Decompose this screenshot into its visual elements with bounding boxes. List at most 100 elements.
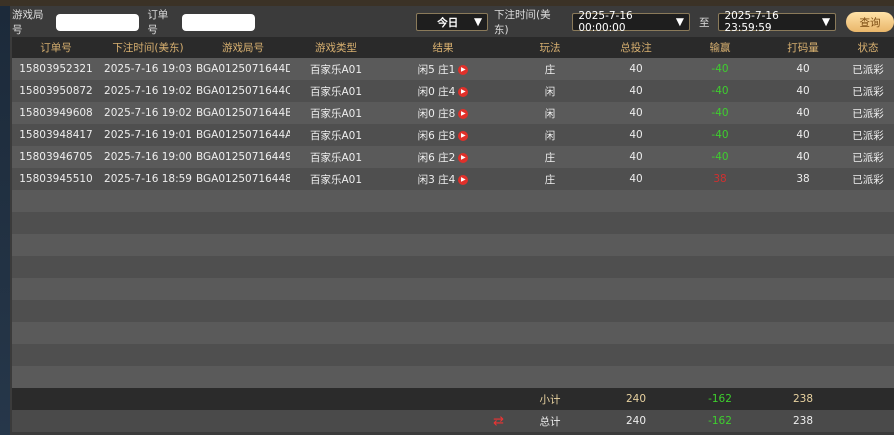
chevron-down-icon: ▼ — [675, 16, 684, 28]
column-header: 游戏局号 — [196, 37, 290, 58]
empty-row — [12, 300, 894, 322]
cell-text: 百家乐A01 — [309, 63, 363, 76]
play-replay-icon[interactable]: ▶ — [458, 64, 469, 75]
cell: 40 — [596, 124, 676, 146]
cell — [12, 388, 100, 410]
cell — [12, 278, 100, 300]
cell — [676, 212, 764, 234]
cell — [764, 344, 842, 366]
end-time-select[interactable]: 2025-7-16 23:59:59 ▼ — [718, 10, 837, 34]
column-header: 玩法 — [504, 37, 596, 58]
cell: 闲 — [504, 102, 596, 124]
order-label: 订单号 — [147, 9, 169, 36]
cell — [676, 234, 764, 256]
cell — [842, 278, 894, 300]
cell: 38 — [676, 168, 764, 190]
cell: 百家乐A01 — [290, 102, 382, 124]
cell — [596, 278, 676, 300]
cell: 2025-7-16 18:59 — [100, 168, 196, 190]
empty-row — [12, 366, 894, 388]
cell: 已派彩 — [842, 124, 894, 146]
play-replay-icon[interactable]: ▶ — [458, 152, 469, 163]
cell: -162 — [676, 388, 764, 410]
cell — [764, 212, 842, 234]
cell-text: 百家乐A01 — [309, 107, 363, 120]
cell: -40 — [676, 80, 764, 102]
cell: -40 — [676, 58, 764, 80]
cell-text: 闲0 庄4 — [417, 85, 456, 98]
cell-text: 40 — [796, 85, 810, 97]
column-header: 结果 — [382, 37, 504, 58]
cell — [504, 234, 596, 256]
cell-text: BGA01250716449 — [196, 151, 290, 163]
order-input[interactable] — [181, 13, 255, 31]
cell: 15803952321 — [12, 58, 100, 80]
cell — [196, 256, 290, 278]
start-time-select[interactable]: 2025-7-16 00:00:00 ▼ — [572, 10, 690, 34]
play-replay-icon[interactable]: ▶ — [458, 174, 469, 185]
cell — [100, 212, 196, 234]
cell: 庄 — [504, 58, 596, 80]
cell-text: 2025-7-16 19:00 — [104, 151, 192, 163]
cell: 15803945510 — [12, 168, 100, 190]
to-label: 至 — [698, 16, 710, 29]
round-label: 游戏局号 — [12, 9, 44, 36]
cell — [12, 322, 100, 344]
cell-text: 已派彩 — [852, 85, 884, 98]
cell — [290, 212, 382, 234]
empty-row — [12, 212, 894, 234]
cell — [12, 344, 100, 366]
play-replay-icon[interactable]: ▶ — [458, 86, 469, 97]
cell-text: 庄 — [544, 63, 556, 76]
start-time-value: 2025-7-16 00:00:00 — [578, 10, 633, 34]
cell — [196, 388, 290, 410]
cell: BGA0125071644A — [196, 124, 290, 146]
cell-text: 闲0 庄8 — [417, 107, 456, 120]
cell — [196, 410, 290, 432]
cell: 百家乐A01 — [290, 80, 382, 102]
filter-bar: 游戏局号 订单号 今日 ▼ 下注时间(美东) 2025-7-16 00:00:00… — [10, 9, 894, 36]
round-input[interactable] — [56, 13, 140, 31]
cell — [290, 366, 382, 388]
cell — [842, 388, 894, 410]
query-button[interactable]: 查询 — [846, 12, 894, 32]
subtotal-win: -162 — [708, 393, 732, 405]
cell: 百家乐A01 — [290, 58, 382, 80]
cell: 38 — [764, 168, 842, 190]
cell: -40 — [676, 146, 764, 168]
cell-text: 闲3 庄4 — [417, 173, 456, 186]
cell-text: 40 — [796, 107, 810, 119]
cell — [196, 300, 290, 322]
cell: 40 — [764, 102, 842, 124]
cell-text: BGA0125071644C — [196, 85, 290, 97]
subtotal-label: 小计 — [539, 393, 561, 406]
play-replay-icon[interactable]: ▶ — [458, 130, 469, 141]
cell: 2025-7-16 19:03 — [100, 58, 196, 80]
cell-text: 庄 — [544, 173, 556, 186]
cell: 小计 — [504, 388, 596, 410]
cell: 已派彩 — [842, 58, 894, 80]
cell: 已派彩 — [842, 146, 894, 168]
column-header: 输赢 — [676, 37, 764, 58]
cell-text: 40 — [629, 173, 643, 185]
cell — [842, 234, 894, 256]
cell-text: 40 — [629, 107, 643, 119]
period-select[interactable]: 今日 ▼ — [415, 13, 489, 31]
cell — [12, 256, 100, 278]
cell — [290, 300, 382, 322]
cell: BGA0125071644D — [196, 58, 290, 80]
cell — [196, 366, 290, 388]
cell-text: -40 — [711, 151, 729, 163]
refresh-swap-icon[interactable]: ⇄ — [493, 413, 504, 429]
cell: 已派彩 — [842, 80, 894, 102]
play-replay-icon[interactable]: ▶ — [458, 108, 469, 119]
cell: 2025-7-16 19:01 — [100, 124, 196, 146]
cell: 40 — [596, 168, 676, 190]
cell — [196, 234, 290, 256]
cell — [12, 234, 100, 256]
cell — [290, 256, 382, 278]
cell-text: 40 — [796, 129, 810, 141]
cell — [676, 190, 764, 212]
cell-text: 2025-7-16 18:59 — [104, 173, 192, 185]
cell — [596, 366, 676, 388]
